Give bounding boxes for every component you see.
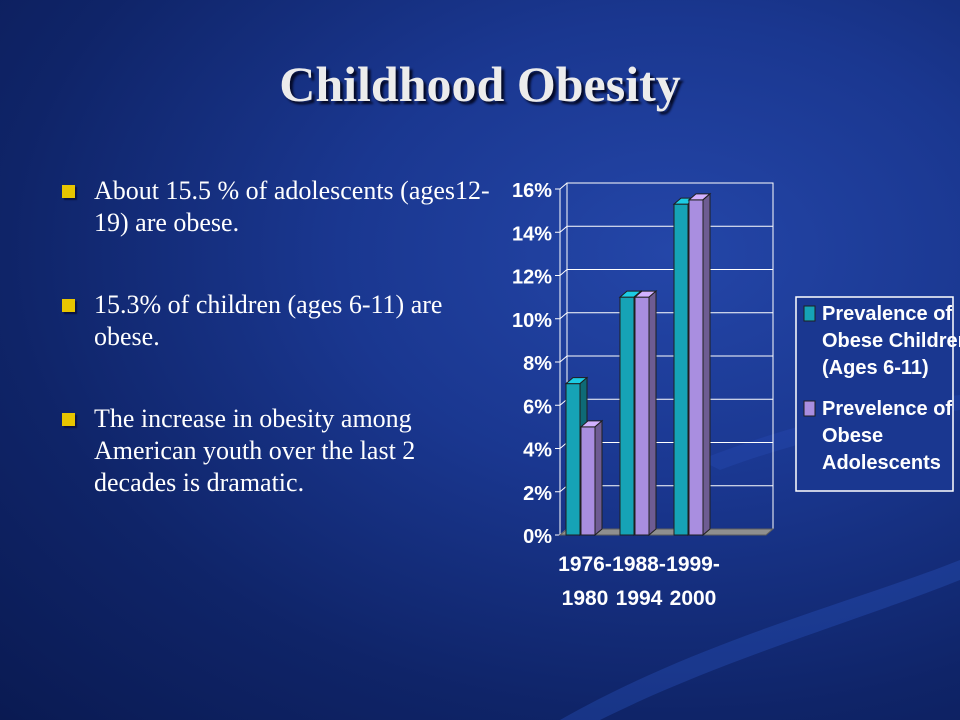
x-tick-label: 1994 <box>616 587 663 610</box>
legend-label: Prevalence of <box>822 303 952 325</box>
y-tick-label: 16% <box>512 180 552 202</box>
y-tick-label: 4% <box>523 440 552 462</box>
legend-label: Obese <box>822 425 883 447</box>
square-bullet-icon <box>62 299 75 312</box>
chart-side-wall-line <box>559 312 568 320</box>
bar-front <box>580 426 596 536</box>
chart-side-wall-line <box>559 182 568 190</box>
chart-side-wall-line <box>559 269 568 276</box>
chart-legend <box>795 296 954 492</box>
bar-front <box>565 383 581 536</box>
bullet-item: The increase in obesity among American y… <box>60 403 490 499</box>
y-tick-label: 8% <box>523 353 552 375</box>
legend-swatch <box>803 400 816 417</box>
x-tick-label: 1999- <box>666 553 720 576</box>
bar-front <box>634 296 650 536</box>
bar-side <box>594 419 603 537</box>
y-tick-label: 0% <box>523 526 552 548</box>
slide-title: Childhood Obesity <box>279 56 681 112</box>
y-tick-label: 10% <box>512 310 552 332</box>
legend-label: Adolescents <box>822 452 941 474</box>
y-tick-label: 12% <box>512 267 552 289</box>
bullet-list: About 15.5 % of adolescents (ages12-19) … <box>60 175 490 549</box>
square-bullet-icon <box>62 185 75 198</box>
bar-side <box>648 290 657 537</box>
bullet-item: About 15.5 % of adolescents (ages12-19) … <box>60 175 490 239</box>
bar-side <box>702 192 711 537</box>
legend-label: (Ages 6-11) <box>822 357 929 379</box>
square-bullet-icon <box>62 413 75 426</box>
bullet-item: 15.3% of children (ages 6-11) are obese. <box>60 289 490 353</box>
bar-front <box>673 203 689 536</box>
x-tick-label: 1980 <box>562 587 609 610</box>
bar-front <box>688 199 704 536</box>
bullet-text: The increase in obesity among American y… <box>94 404 416 497</box>
y-tick-label: 2% <box>523 483 552 505</box>
y-tick-label: 6% <box>523 396 552 418</box>
bar-front <box>619 296 635 536</box>
legend-label: Obese Children <box>822 330 960 352</box>
x-tick-label: 1988- <box>612 553 666 576</box>
legend-swatch <box>803 305 816 322</box>
x-tick-label: 1976- <box>558 553 612 576</box>
chart-side-wall-line <box>559 355 568 363</box>
bullet-text: 15.3% of children (ages 6-11) are obese. <box>94 290 443 351</box>
bullet-text: About 15.5 % of adolescents (ages12-19) … <box>94 176 490 237</box>
legend-label: Prevelence of <box>822 398 952 420</box>
y-tick-label: 14% <box>512 223 552 245</box>
x-tick-label: 2000 <box>670 587 717 610</box>
chart-side-wall-line <box>559 225 568 233</box>
